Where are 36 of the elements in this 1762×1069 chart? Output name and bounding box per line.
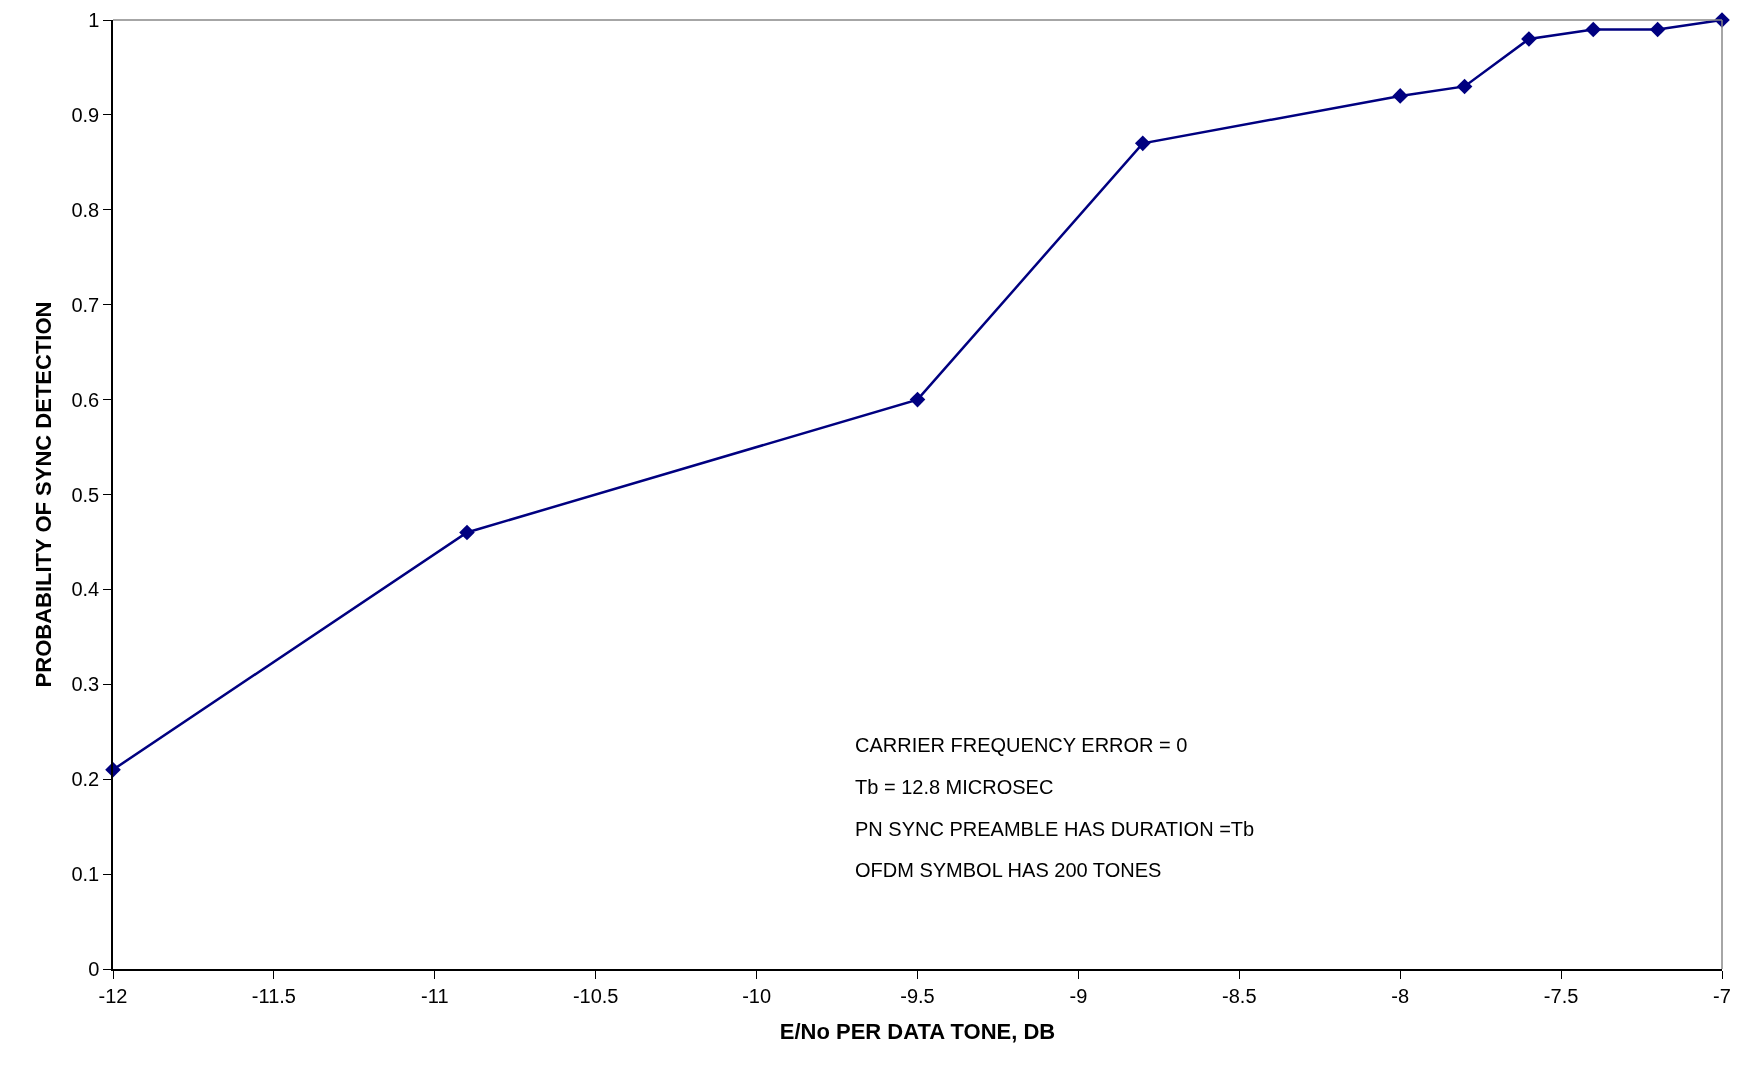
point: [1521, 31, 1537, 47]
y-tick-label: 0.6: [71, 388, 100, 411]
y-tick-label: 0.7: [71, 293, 100, 316]
x-axis-title: E/No PER DATA TONE, DB: [779, 1019, 1056, 1045]
x-tick-label: -10.5: [572, 984, 619, 1007]
point: [1649, 21, 1666, 38]
y-axis-title: PROBABILITY OF SYNC DETECTION: [30, 301, 56, 688]
annotation: CARRIER FREQUENCY ERROR = 0: [855, 734, 1188, 756]
annotation: PN SYNC PREAMBLE HAS DURATION =Tb: [855, 818, 1255, 840]
y-tick-label: 0.2: [71, 768, 100, 791]
point: [459, 524, 475, 541]
y-tick-label: 0.1: [71, 863, 100, 886]
x-tick-label: -11: [421, 984, 449, 1007]
y-tick-label: 1: [88, 9, 100, 31]
point: [1392, 88, 1408, 104]
annotation: OFDM SYMBOL HAS 200 TONES: [855, 859, 1162, 881]
y-tick-label: 0: [88, 958, 100, 980]
x-tick-label: -8.5: [1222, 984, 1257, 1007]
y-tick-label: 0.8: [71, 198, 100, 221]
x-tick-label: -11.5: [251, 984, 296, 1007]
point: [1585, 21, 1602, 38]
y-tick-label: 0.9: [71, 103, 100, 126]
y-tick-label: 0.4: [71, 578, 100, 601]
point: [909, 391, 926, 408]
x-tick-label: -9: [1069, 984, 1088, 1007]
x-tick-label: -7.5: [1543, 984, 1579, 1007]
x-tick-label: -8: [1391, 984, 1410, 1007]
y-tick-label: 0.5: [71, 483, 100, 506]
point: [1134, 135, 1151, 152]
x-tick-label: -9.5: [900, 984, 935, 1007]
x-tick-label: -7: [1713, 984, 1731, 1007]
x-tick-label: -10: [742, 984, 772, 1007]
point: [1456, 78, 1473, 95]
annotation: Tb = 12.8 MICROSEC: [855, 776, 1054, 798]
x-tick-label: -12: [98, 984, 128, 1007]
y-tick-label: 0.3: [71, 673, 100, 696]
